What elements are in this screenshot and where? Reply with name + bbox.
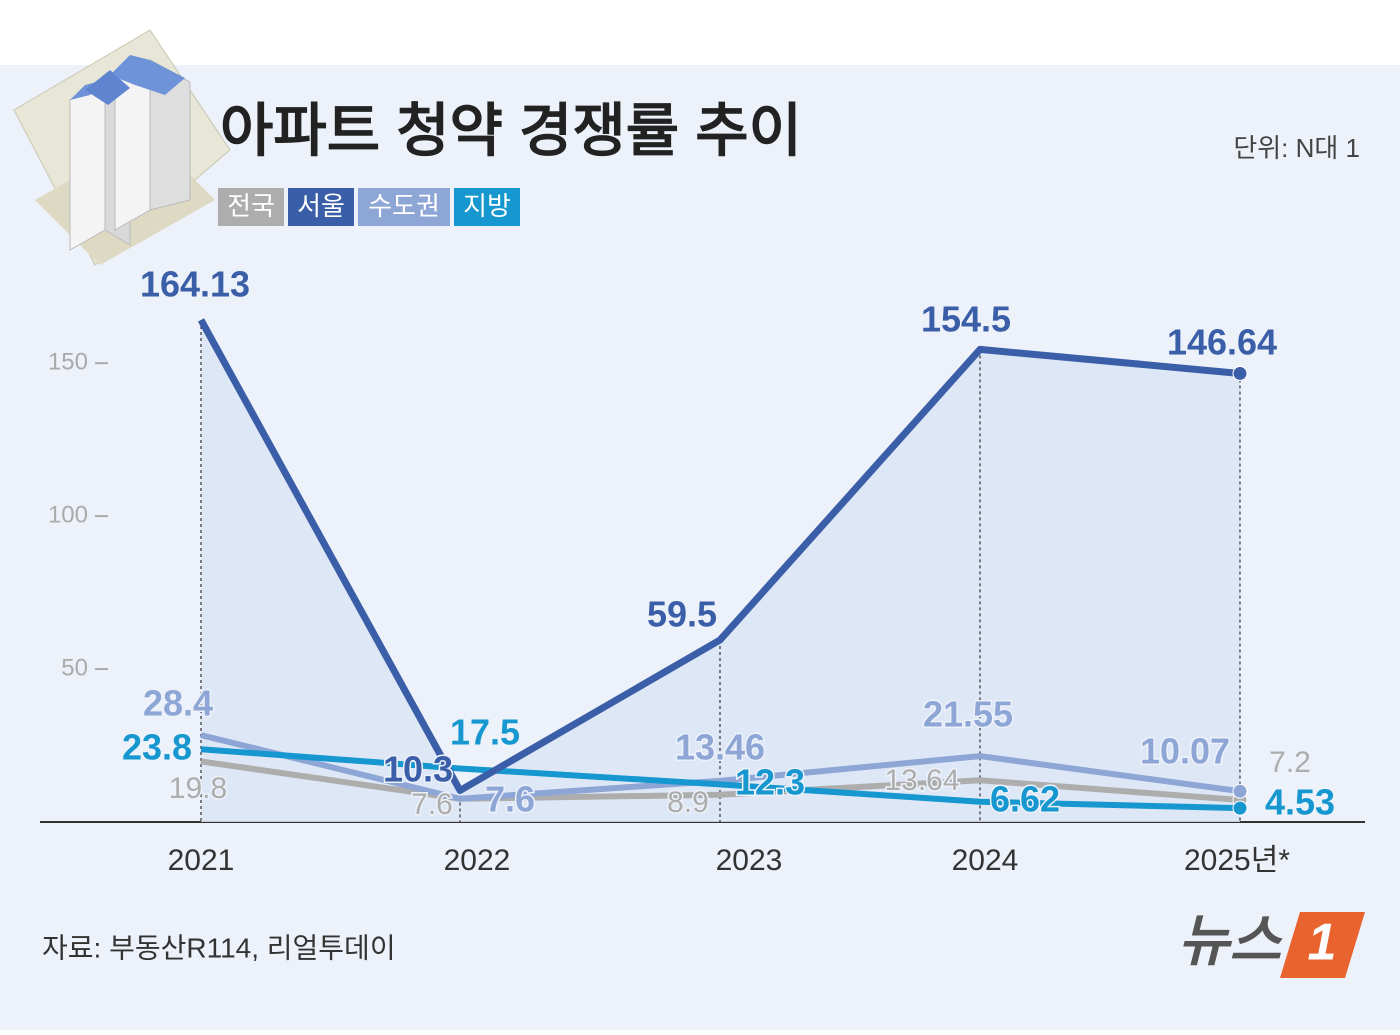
- data-label: 6.62: [990, 779, 1060, 820]
- data-label: 164.13: [140, 264, 250, 305]
- data-label: 10.3: [383, 749, 453, 790]
- logo-text: 뉴스: [1178, 909, 1284, 972]
- data-label: 17.5: [450, 712, 520, 753]
- series-line: [200, 758, 1241, 803]
- series-line: [197, 318, 1241, 794]
- end-dot: [1232, 783, 1248, 799]
- data-label: 10.07: [1140, 731, 1230, 772]
- data-label: 146.64: [1167, 322, 1277, 363]
- data-label: 19.8: [169, 772, 227, 805]
- data-label: 13.64: [884, 764, 959, 797]
- data-label: 8.9: [667, 786, 709, 819]
- logo-badge-bg: [1280, 912, 1365, 978]
- series-line: [200, 746, 1241, 812]
- end-dot: [1232, 800, 1248, 816]
- chart-title: 아파트 청약 경쟁률 추이: [220, 98, 802, 163]
- logo: 뉴스 1: [1178, 909, 1365, 978]
- data-label: 7.6: [411, 788, 453, 821]
- legend-swatch: [218, 188, 284, 226]
- legend-swatch: [358, 188, 450, 226]
- data-label: 7.2: [1269, 746, 1311, 779]
- legend-swatch: [288, 188, 354, 226]
- legend-swatch: [454, 188, 520, 226]
- logo-badge: 1: [1308, 914, 1337, 972]
- data-label: 28.4: [143, 683, 213, 724]
- legend-label: 지방: [463, 191, 511, 221]
- data-label: 59.5: [647, 594, 717, 635]
- source-note: 자료: 부동산R114, 리얼투데이: [42, 932, 396, 963]
- data-label: 12.3: [735, 762, 805, 803]
- x-tick-label: 2023: [716, 844, 783, 877]
- x-tick-label: 2022: [444, 844, 511, 877]
- y-tick-label: 100: [48, 501, 88, 528]
- x-tick-label: 2024: [952, 844, 1019, 877]
- legend-label: 서울: [297, 191, 345, 221]
- data-label: 13.46: [675, 727, 765, 768]
- series-line: [200, 732, 1241, 802]
- x-tick-label: 2025년*: [1184, 844, 1290, 877]
- building-icon: [13, 29, 231, 266]
- end-dot: [1232, 365, 1248, 381]
- legend-label: 수도권: [368, 191, 440, 221]
- y-tick-label: 150: [48, 349, 88, 376]
- x-tick-label: 2021: [168, 844, 235, 877]
- unit-label: 단위: N대 1: [1233, 133, 1360, 163]
- y-tick-label: 50: [61, 654, 88, 681]
- legend-label: 전국: [227, 191, 275, 221]
- data-label: 7.6: [485, 779, 535, 820]
- data-label: 23.8: [122, 727, 192, 768]
- data-label: 4.53: [1265, 782, 1335, 823]
- data-label: 21.55: [923, 694, 1013, 735]
- plot: 전국 서울 수도권 지방 50 100 150 2021 2022 2023 2024 2025년* 1…: [40, 188, 1365, 877]
- data-label: 154.5: [921, 299, 1011, 340]
